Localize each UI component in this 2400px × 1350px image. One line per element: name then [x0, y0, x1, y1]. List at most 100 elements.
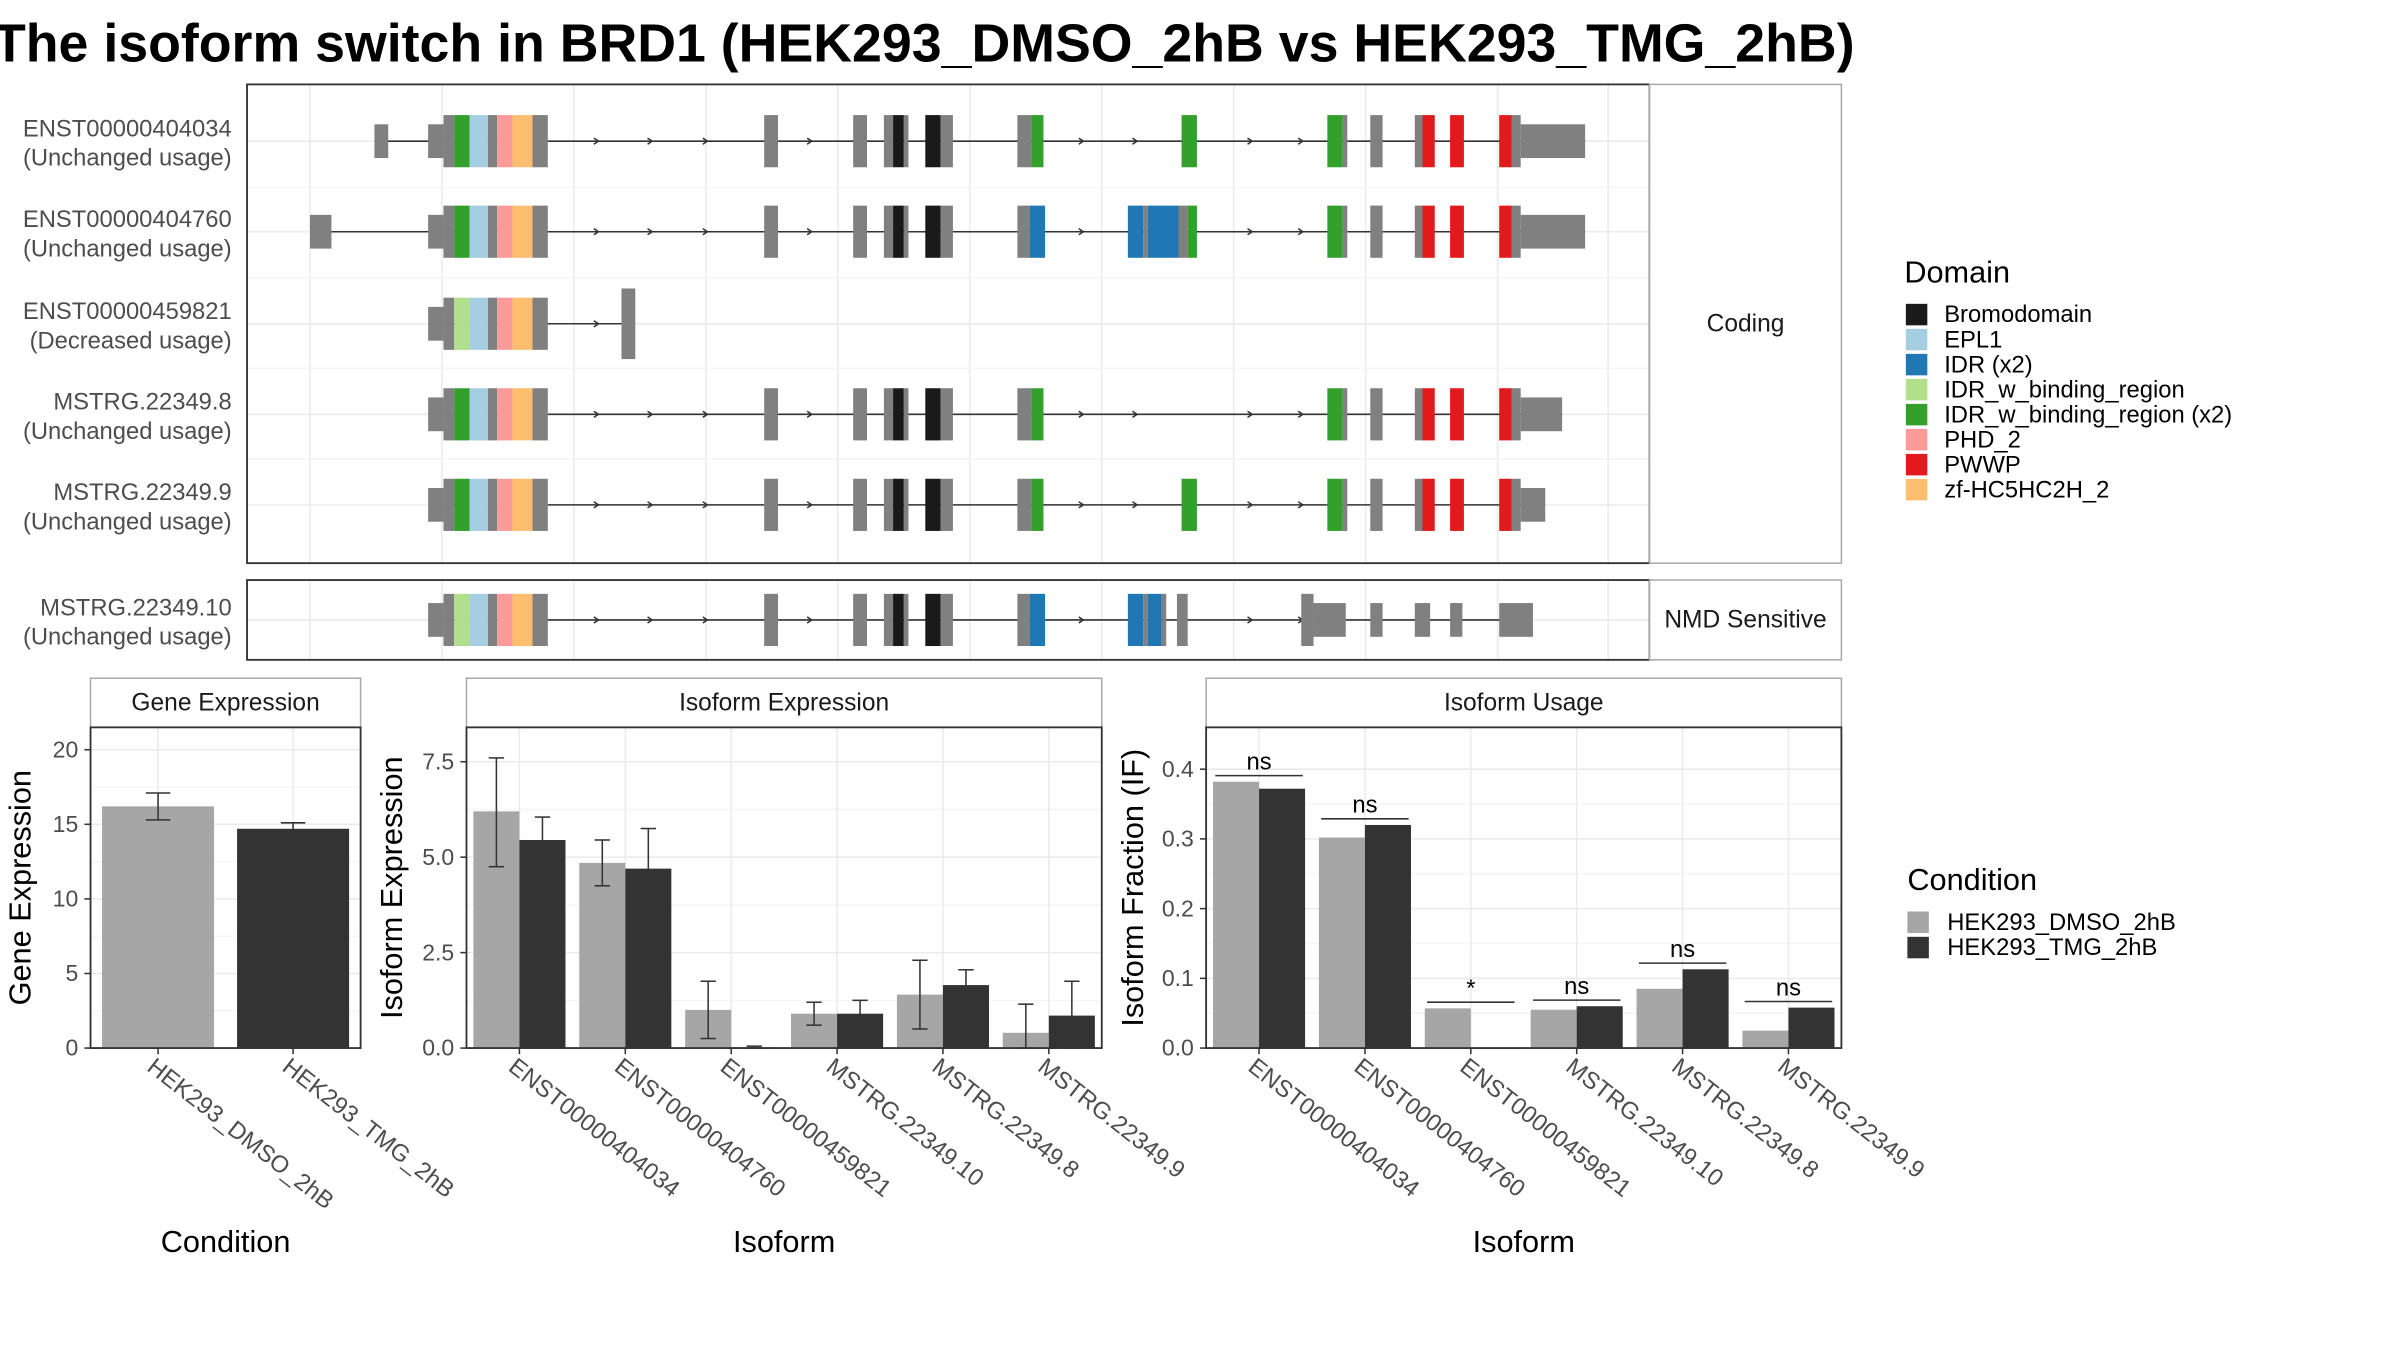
y-tick-label: 5.0	[422, 844, 454, 870]
domain-block	[454, 115, 470, 168]
domain-block	[1499, 205, 1512, 258]
exon-block	[621, 288, 636, 360]
transcript-track	[428, 478, 1546, 531]
domain-legend-swatch	[1905, 378, 1928, 401]
coding-strip-label: Coding	[1707, 310, 1785, 337]
intron-arrow	[593, 501, 600, 509]
exon-block	[1511, 478, 1521, 531]
domain-block	[497, 478, 513, 531]
exon-block	[443, 115, 455, 168]
intron-arrow	[1132, 410, 1139, 419]
domain-block	[454, 297, 470, 350]
intron-arrow	[1078, 228, 1085, 236]
intron-arrow	[806, 137, 814, 145]
intron-arrow	[1297, 410, 1305, 419]
condition-legend-label: HEK293_TMG_2hB	[1947, 934, 2157, 961]
domain-block	[454, 205, 470, 258]
bar	[1530, 1009, 1577, 1049]
domain-block	[1181, 115, 1197, 168]
domain-block	[1181, 478, 1197, 531]
condition-legend-swatch	[1907, 911, 1929, 933]
domain-block	[469, 388, 488, 441]
x-tick-label: ENST00000404034	[503, 1053, 684, 1203]
transcript-id-label: MSTRG.22349.9	[53, 479, 231, 506]
chart-title: Gene Expression	[131, 689, 319, 716]
x-axis-title: Isoform	[1473, 1224, 1575, 1259]
exon-block	[1161, 593, 1167, 647]
domain-block	[497, 297, 513, 350]
exon-block	[443, 593, 455, 647]
y-tick-label: 0.0	[422, 1035, 454, 1061]
domain-legend-swatch	[1905, 303, 1928, 326]
exon-block	[1342, 478, 1348, 531]
domain-block	[1450, 115, 1464, 168]
exon-block	[1313, 603, 1346, 637]
exon-block	[883, 388, 894, 441]
intron-arrow	[1078, 410, 1085, 419]
transcript-id-label: ENST00000404034	[23, 116, 232, 143]
exon-block	[940, 205, 953, 258]
domain-block	[1031, 115, 1044, 168]
exon-block	[428, 214, 444, 249]
exon-block	[374, 124, 389, 159]
domain-block	[1450, 478, 1464, 531]
intron-arrow	[702, 501, 709, 509]
intron-arrow	[593, 616, 600, 624]
exon-block	[853, 115, 867, 168]
exon-block	[1499, 603, 1533, 637]
y-tick-label: 5	[65, 960, 78, 986]
exon-block	[853, 593, 867, 647]
exon-block	[883, 205, 894, 258]
exon-block	[903, 115, 909, 168]
exon-block	[940, 115, 953, 168]
domain-block	[1499, 388, 1512, 441]
domain-block	[1127, 205, 1144, 258]
exon-block	[443, 297, 455, 350]
domain-legend-label: IDR_w_binding_region (x2)	[1944, 401, 2232, 428]
domain-block	[1327, 115, 1343, 168]
domain-block	[512, 205, 533, 258]
domain-block	[1327, 205, 1343, 258]
x-axis-title: Isoform	[733, 1224, 835, 1259]
domain-block	[497, 388, 513, 441]
exon-block	[487, 593, 498, 647]
y-tick-label: 0.0	[1162, 1035, 1194, 1061]
exon-block	[1511, 115, 1521, 168]
bar	[1364, 824, 1411, 1049]
transcript-usage-label: (Unchanged usage)	[23, 623, 232, 650]
exon-block	[487, 297, 498, 350]
transcript-id-label: ENST00000459821	[23, 298, 232, 325]
domain-legend-label: IDR (x2)	[1944, 351, 2032, 378]
plot-border	[1205, 726, 1843, 1049]
exon-block	[428, 603, 444, 637]
chart-title-strip	[465, 677, 1103, 729]
chart-title-strip	[1205, 677, 1843, 729]
exon-block	[903, 593, 909, 647]
transcript-id-label: MSTRG.22349.8	[53, 389, 231, 416]
intron-arrow	[593, 320, 600, 328]
isoform-usage-chart: Isoform Usage 0.0 0.1 0.2 0.3 0.4 ns ENST000004…	[1115, 677, 1930, 1259]
intron-arrow	[702, 228, 709, 236]
exon-block	[1520, 214, 1586, 249]
domain-block	[1327, 388, 1343, 441]
domain-block	[1499, 115, 1512, 168]
x-tick-label: ENST00000404760	[1349, 1053, 1530, 1203]
bar	[1788, 1007, 1835, 1049]
domain-block	[1147, 205, 1179, 258]
chart-title-strip	[89, 677, 362, 729]
domain-block	[893, 388, 904, 441]
domain-block	[512, 297, 533, 350]
exon-block	[1370, 603, 1383, 637]
condition-legend-swatch	[1907, 936, 1929, 959]
intron-arrow	[647, 616, 654, 624]
domain-block	[469, 205, 488, 258]
intron-arrow	[1132, 501, 1139, 509]
exon-block	[1520, 124, 1586, 159]
intron-arrow	[1297, 137, 1305, 145]
condition-legend-label: HEK293_DMSO_2hB	[1947, 909, 2176, 936]
domain-legend-swatch	[1905, 328, 1928, 351]
exon-block	[1342, 115, 1348, 168]
